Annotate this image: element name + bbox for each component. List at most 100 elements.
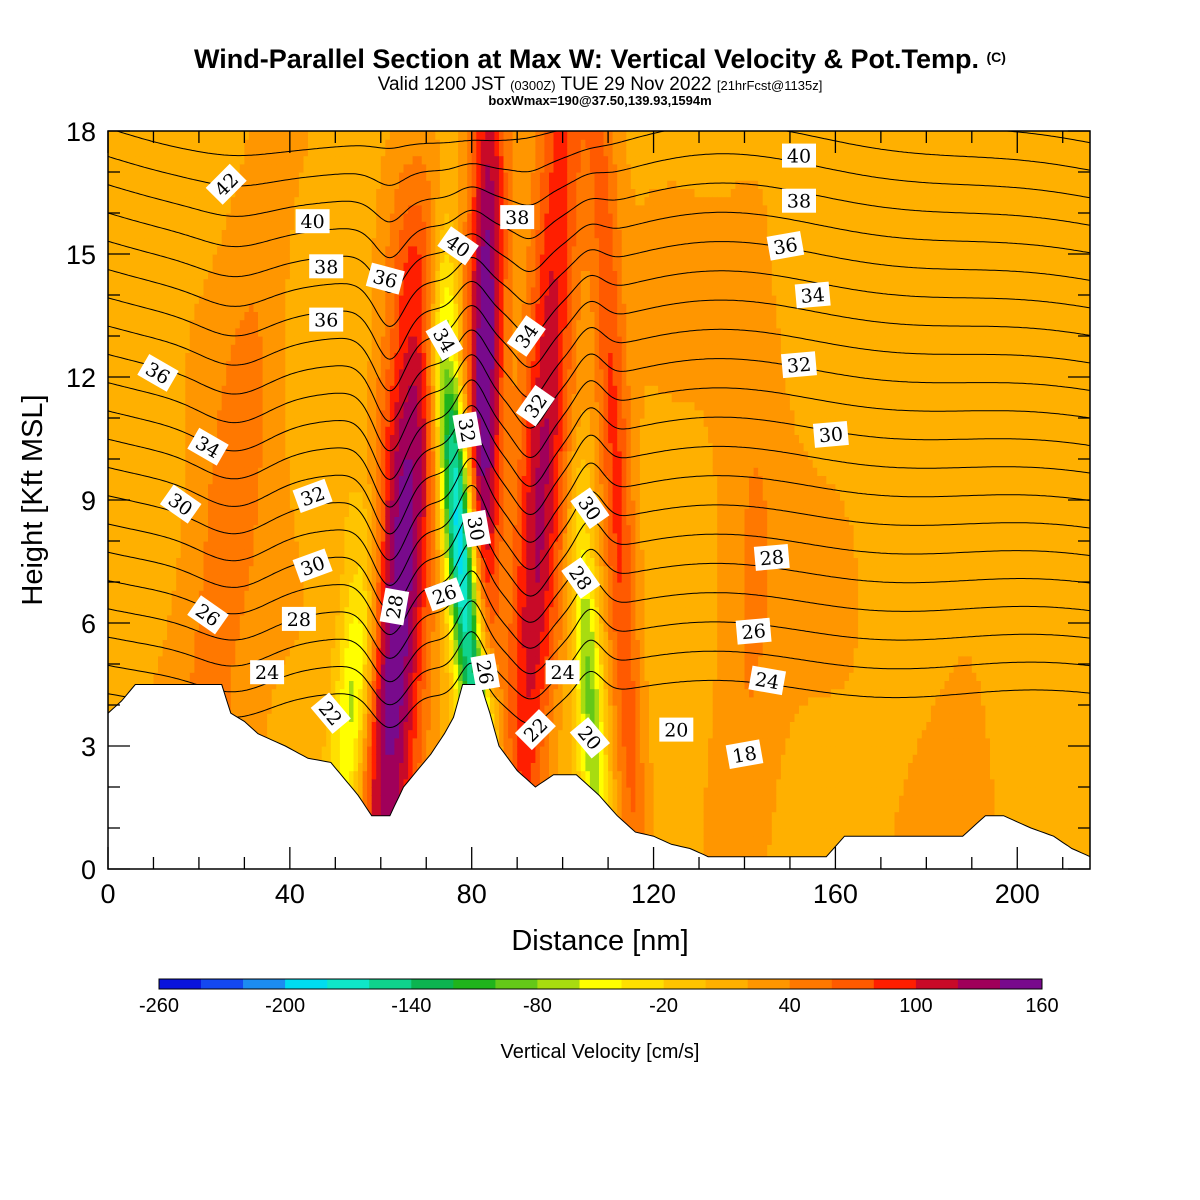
velocity-cell: [317, 631, 323, 640]
velocity-cell: [239, 672, 245, 681]
velocity-cell: [112, 475, 118, 485]
velocity-cell: [130, 680, 136, 690]
velocity-cell: [330, 418, 336, 427]
velocity-cell: [258, 368, 264, 378]
velocity-cell: [353, 524, 359, 534]
velocity-cell: [344, 245, 350, 255]
velocity-cell: [248, 229, 254, 239]
velocity-cell: [335, 696, 341, 706]
velocity-cell: [130, 467, 136, 476]
velocity-cell: [262, 131, 268, 140]
velocity-cell: [208, 639, 214, 649]
velocity-cell: [335, 393, 341, 403]
velocity-cell: [344, 352, 350, 362]
velocity-cell: [212, 270, 218, 280]
velocity-cell: [276, 541, 282, 550]
velocity-cell: [153, 188, 159, 198]
velocity-cell: [298, 598, 304, 608]
velocity-cell: [189, 172, 195, 181]
velocity-cell: [112, 459, 118, 468]
velocity-cell: [276, 377, 282, 386]
velocity-cell: [289, 664, 295, 673]
velocity-cell: [326, 532, 332, 542]
velocity-cell: [239, 680, 245, 690]
velocity-cell: [267, 204, 273, 214]
velocity-cell: [335, 729, 341, 739]
velocity-cell: [217, 418, 223, 427]
velocity-cell: [139, 664, 145, 673]
velocity-cell: [253, 418, 259, 427]
velocity-cell: [298, 746, 304, 755]
velocity-cell: [349, 573, 355, 583]
velocity-cell: [203, 516, 209, 526]
velocity-cell: [212, 147, 218, 157]
velocity-cell: [312, 426, 318, 435]
velocity-cell: [117, 532, 123, 542]
velocity-cell: [303, 344, 309, 353]
velocity-cell: [108, 196, 114, 206]
velocity-cell: [144, 401, 150, 411]
velocity-cell: [258, 713, 264, 722]
velocity-cell: [262, 516, 268, 526]
velocity-cell: [235, 401, 241, 411]
velocity-cell: [239, 606, 245, 616]
velocity-cell: [153, 254, 159, 263]
velocity-cell: [312, 352, 318, 362]
velocity-cell: [139, 237, 145, 247]
velocity-cell: [253, 245, 259, 255]
velocity-cell: [126, 409, 132, 419]
velocity-cell: [212, 639, 218, 649]
velocity-cell: [108, 664, 114, 673]
velocity-cell: [248, 500, 254, 509]
velocity-cell: [148, 500, 154, 509]
velocity-cell: [139, 434, 145, 444]
velocity-cell: [226, 196, 232, 206]
velocity-cell: [203, 311, 209, 321]
velocity-cell: [148, 311, 154, 321]
velocity-cell: [294, 696, 300, 706]
velocity-cell: [194, 180, 200, 189]
velocity-cell: [144, 262, 150, 271]
velocity-cell: [308, 245, 314, 255]
velocity-cell: [335, 278, 341, 288]
velocity-cell: [139, 139, 145, 148]
velocity-cell: [267, 344, 273, 353]
velocity-cell: [285, 278, 291, 288]
velocity-cell: [271, 213, 277, 222]
velocity-cell: [262, 319, 268, 329]
velocity-cell: [126, 623, 132, 632]
velocity-cell: [135, 557, 141, 567]
velocity-cell: [167, 532, 173, 542]
velocity-cell: [153, 524, 159, 534]
velocity-cell: [185, 582, 191, 591]
velocity-cell: [349, 705, 355, 714]
velocity-cell: [226, 434, 232, 444]
velocity-cell: [130, 491, 136, 501]
velocity-cell: [280, 360, 286, 370]
velocity-cell: [217, 163, 223, 173]
velocity-cell: [108, 434, 114, 444]
velocity-cell: [112, 680, 118, 690]
velocity-cell: [321, 590, 327, 599]
velocity-cell: [276, 409, 282, 419]
velocity-cell: [326, 139, 332, 148]
velocity-cell: [267, 442, 273, 452]
velocity-cell: [203, 557, 209, 567]
velocity-cell: [253, 336, 259, 345]
velocity-cell: [180, 434, 186, 444]
velocity-cell: [135, 286, 141, 296]
velocity-cell: [112, 286, 118, 296]
velocity-cell: [158, 672, 164, 681]
velocity-cell: [130, 336, 136, 345]
velocity-cell: [167, 598, 173, 608]
velocity-cell: [349, 147, 355, 157]
velocity-cell: [130, 270, 136, 280]
velocity-cell: [330, 401, 336, 411]
velocity-cell: [267, 409, 273, 419]
velocity-cell: [117, 172, 123, 181]
velocity-cell: [189, 180, 195, 189]
velocity-cell: [189, 286, 195, 296]
velocity-cell: [144, 131, 150, 140]
velocity-cell: [244, 631, 250, 640]
velocity-cell: [126, 180, 132, 189]
